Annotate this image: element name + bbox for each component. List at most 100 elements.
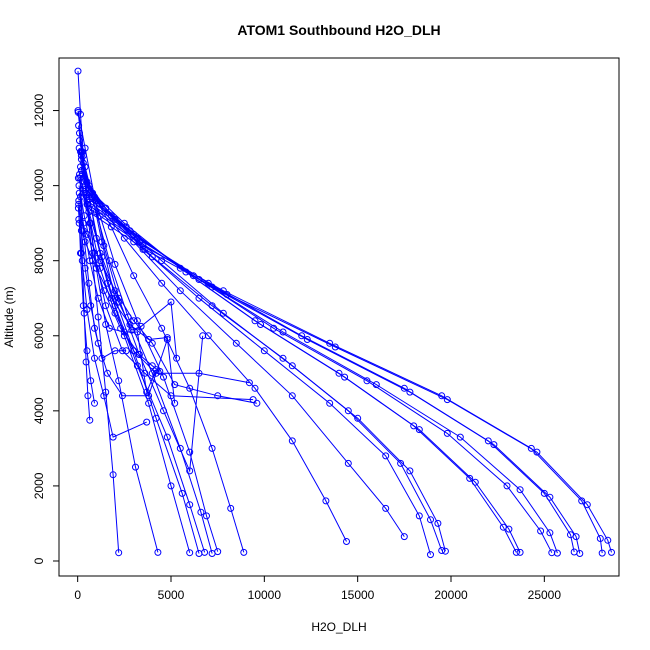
data-point bbox=[80, 309, 88, 317]
data-point bbox=[343, 538, 350, 545]
data-point bbox=[137, 322, 145, 330]
y-tick-label: 6000 bbox=[32, 322, 46, 349]
data-point bbox=[148, 362, 156, 370]
data-point bbox=[208, 302, 216, 310]
data-point bbox=[288, 437, 296, 445]
data-point bbox=[141, 245, 149, 253]
data-point bbox=[77, 227, 85, 235]
data-point bbox=[96, 264, 104, 272]
data-point bbox=[77, 163, 84, 171]
data-point bbox=[75, 200, 83, 208]
data-point bbox=[84, 200, 92, 208]
data-point bbox=[197, 508, 205, 516]
data-point bbox=[77, 155, 85, 163]
data-point bbox=[331, 343, 339, 351]
data-point bbox=[204, 279, 212, 287]
data-point bbox=[74, 204, 82, 212]
data-point bbox=[201, 548, 209, 556]
data-point bbox=[158, 324, 166, 332]
data-point bbox=[326, 399, 334, 407]
data-point bbox=[145, 336, 153, 343]
data-point bbox=[78, 257, 86, 265]
data-point bbox=[208, 444, 216, 452]
data-point bbox=[232, 339, 240, 347]
data-point bbox=[83, 347, 91, 355]
data-point bbox=[100, 392, 108, 400]
data-point bbox=[322, 497, 330, 505]
data-point bbox=[303, 336, 311, 343]
data-point bbox=[75, 189, 83, 197]
data-point bbox=[105, 324, 113, 332]
data-point bbox=[537, 527, 545, 535]
data-point bbox=[84, 392, 92, 400]
data-point bbox=[335, 369, 343, 377]
data-point bbox=[79, 219, 87, 227]
data-point bbox=[598, 549, 606, 557]
data-point bbox=[89, 249, 97, 257]
data-point bbox=[133, 317, 141, 325]
y-axis: 0 2000 4000 6000 8000 10000 12000 bbox=[32, 94, 59, 564]
data-point bbox=[400, 384, 408, 392]
data-point bbox=[466, 474, 474, 482]
data-point bbox=[104, 279, 111, 287]
data-point bbox=[111, 347, 119, 355]
data-point bbox=[133, 234, 141, 242]
data-point bbox=[176, 287, 184, 295]
data-point bbox=[208, 283, 216, 291]
data-point bbox=[223, 291, 231, 298]
data-point bbox=[546, 529, 554, 537]
x-tick-label: 25000 bbox=[528, 588, 562, 602]
data-point bbox=[143, 418, 151, 426]
data-point bbox=[173, 354, 181, 362]
data-point bbox=[279, 328, 287, 336]
data-point bbox=[76, 137, 83, 145]
data-point bbox=[102, 302, 110, 310]
data-point bbox=[171, 381, 179, 389]
data-point bbox=[115, 294, 123, 302]
data-point bbox=[583, 501, 591, 509]
data-point bbox=[83, 197, 91, 205]
data-point bbox=[400, 533, 408, 541]
data-point bbox=[82, 189, 90, 197]
data-point bbox=[553, 549, 561, 557]
data-point bbox=[102, 204, 110, 212]
data-point bbox=[119, 392, 126, 400]
series-line-17 bbox=[86, 200, 575, 553]
data-point bbox=[189, 272, 197, 280]
data-point bbox=[107, 212, 115, 220]
data-point bbox=[122, 223, 130, 231]
data-point bbox=[484, 437, 492, 445]
data-point bbox=[96, 200, 104, 208]
data-point bbox=[158, 257, 166, 265]
data-point bbox=[94, 294, 102, 302]
series-line-20 bbox=[88, 211, 612, 553]
series-line-26 bbox=[79, 178, 127, 360]
data-point bbox=[490, 441, 498, 449]
data-point bbox=[148, 253, 156, 261]
plot-points bbox=[74, 67, 615, 559]
data-point bbox=[94, 339, 102, 347]
data-point bbox=[195, 369, 203, 377]
data-point bbox=[344, 407, 352, 415]
data-point bbox=[382, 452, 390, 460]
data-point bbox=[76, 129, 83, 137]
data-point bbox=[199, 332, 207, 340]
data-point bbox=[115, 377, 123, 385]
data-point bbox=[81, 163, 89, 171]
data-point bbox=[135, 351, 143, 358]
data-point bbox=[227, 504, 235, 512]
data-point bbox=[87, 219, 95, 227]
data-point bbox=[98, 354, 106, 362]
data-point bbox=[372, 381, 380, 389]
data-point bbox=[154, 548, 162, 556]
data-point bbox=[128, 326, 136, 334]
data-point bbox=[120, 332, 128, 340]
data-point bbox=[74, 67, 82, 75]
data-point bbox=[135, 238, 143, 246]
data-point bbox=[152, 414, 160, 422]
data-point bbox=[120, 234, 128, 242]
series-line-19 bbox=[88, 207, 603, 554]
data-point bbox=[130, 347, 138, 355]
data-point bbox=[115, 549, 123, 557]
data-point bbox=[120, 328, 128, 336]
